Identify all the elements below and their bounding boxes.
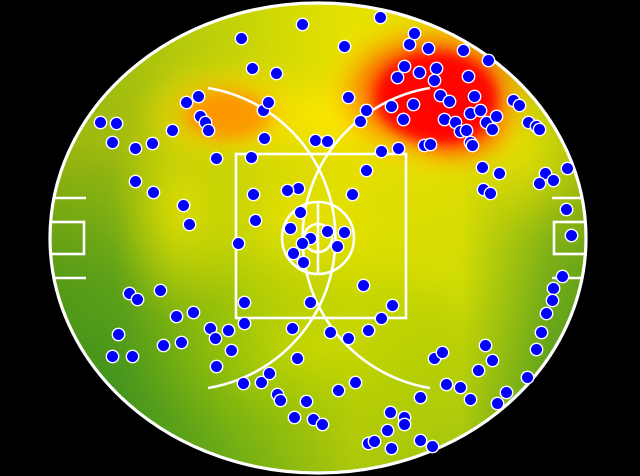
- centre-square: [234, 152, 408, 320]
- goal-square-left: [50, 220, 86, 256]
- heat-core-orange: [186, 94, 270, 138]
- goal-square-right: [552, 220, 586, 256]
- boundary-line: [48, 1, 588, 475]
